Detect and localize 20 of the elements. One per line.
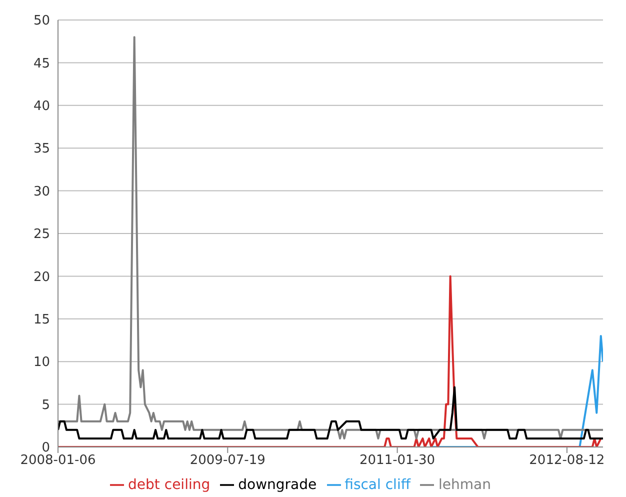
x-tick-label: 2012-08-12 (529, 453, 605, 468)
y-tick-label: 40 (33, 99, 50, 114)
y-tick-label: 20 (33, 270, 50, 285)
y-tick-label: 45 (33, 56, 50, 72)
y-tick-label: 25 (33, 227, 50, 242)
legend-label: debt ceiling (128, 477, 210, 493)
legend-label: fiscal cliff (344, 477, 410, 493)
y-tick-label: 15 (33, 312, 50, 328)
y-tick-label: 50 (33, 14, 50, 29)
x-tick-label: 2008-01-06 (20, 453, 96, 468)
x-tick-label: 2009-07-19 (190, 453, 266, 468)
line-series (58, 386, 603, 440)
y-tick-label: 5 (42, 398, 50, 413)
y-tick-label: 35 (33, 142, 50, 157)
y-tick-label: 10 (33, 355, 50, 370)
x-tick-label: 2011-01-30 (360, 453, 436, 468)
legend-label: lehman (438, 477, 491, 493)
y-tick-label: 0 (42, 440, 50, 456)
legend-label: downgrade (238, 477, 317, 493)
y-tick-label: 30 (33, 184, 50, 200)
